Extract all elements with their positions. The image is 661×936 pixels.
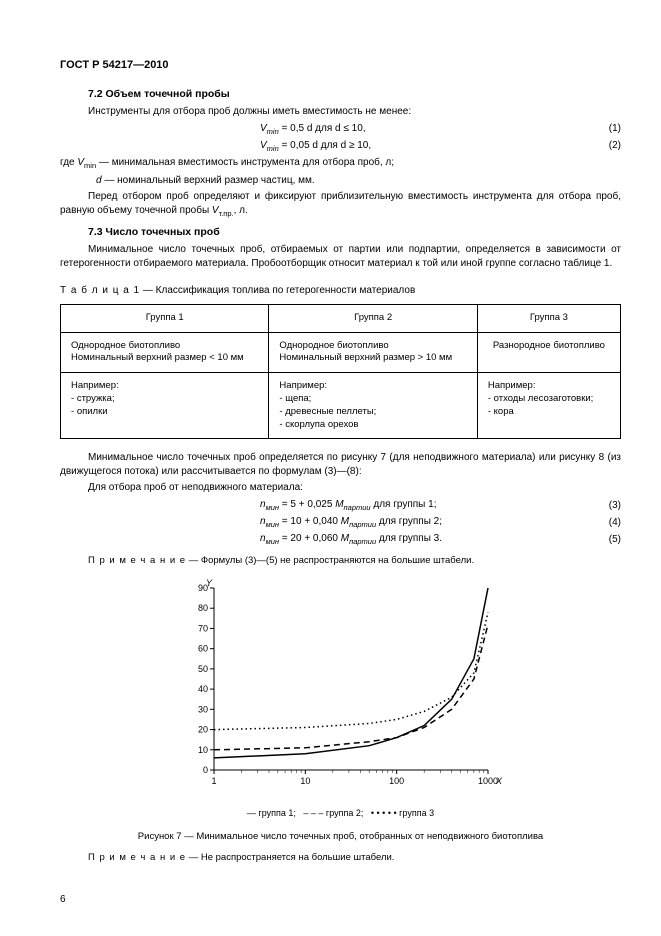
svg-text:0: 0	[202, 765, 207, 775]
svg-text:1: 1	[211, 776, 216, 786]
eq3-num: (3)	[581, 499, 621, 513]
table1-caption: Т а б л и ц а 1 — Классификация топлива …	[60, 284, 621, 298]
eq2-lhs: V	[260, 140, 267, 151]
table-cell: Разнородное биотопливо	[477, 332, 620, 373]
table-header: Группа 2	[269, 304, 477, 332]
chart-legend: — группа 1; – – – группа 2; • • • • • гр…	[176, 807, 506, 819]
eq2-rhs: = 0,05 d для d ≥ 10,	[279, 140, 371, 151]
svg-text:10: 10	[197, 745, 207, 755]
eq5-num: (5)	[581, 533, 621, 547]
eq1-num: (1)	[581, 122, 621, 136]
section-7-2-title: 7.2 Объем точечной пробы	[88, 87, 621, 101]
where1-txt: — минимальная вместимость инструмента дл…	[96, 157, 394, 168]
page: ГОСТ Р 54217—2010 7.2 Объем точечной про…	[0, 0, 661, 936]
where2-txt: — номинальный верхний размер частиц, мм.	[102, 175, 315, 186]
equation-2: Vmin = 0,05 d для d ≥ 10, (2)	[60, 139, 621, 154]
table-cell: Например: - стружка; - опилки	[61, 373, 269, 439]
eq1-rhs: = 0,5 d для d ≤ 10,	[279, 123, 366, 134]
eq2-sub: min	[267, 144, 279, 153]
where-intro: где	[60, 157, 77, 168]
svg-text:1000: 1000	[477, 776, 497, 786]
table-row: Например: - стружка; - опилки Например: …	[61, 373, 621, 439]
sec72-p2: Перед отбором проб определяют и фиксирую…	[60, 190, 621, 219]
eq1-sub: min	[267, 127, 279, 136]
equation-1: Vmin = 0,5 d для d ≤ 10, (1)	[60, 122, 621, 137]
section-7-3-title: 7.3 Число точечных проб	[88, 225, 621, 239]
table-header: Группа 1	[61, 304, 269, 332]
svg-text:Y: Y	[205, 578, 212, 588]
figure-7-chart: 01020304050607080901101001000XY — группа…	[176, 578, 506, 819]
table-cell: Например: - отходы лесозаготовки; - кора	[477, 373, 620, 439]
svg-text:30: 30	[197, 704, 207, 714]
svg-text:40: 40	[197, 684, 207, 694]
note-1: П р и м е ч а н и е — Формулы (3)—(5) не…	[88, 555, 621, 568]
where1-sub: min	[84, 161, 96, 170]
svg-text:50: 50	[197, 664, 207, 674]
page-number: 6	[60, 893, 66, 907]
svg-text:60: 60	[197, 644, 207, 654]
svg-text:10: 10	[300, 776, 310, 786]
table-cell: Однородное биотопливоНоминальный верхний…	[61, 332, 269, 373]
svg-text:X: X	[495, 776, 503, 786]
eq4-num: (4)	[581, 516, 621, 530]
table-header-row: Группа 1 Группа 2 Группа 3	[61, 304, 621, 332]
table-row: Однородное биотопливоНоминальный верхний…	[61, 332, 621, 373]
figure-7-caption: Рисунок 7 — Минимальное число точечных п…	[60, 831, 621, 844]
sec73-p1: Минимальное число точечных проб, отбирае…	[60, 243, 621, 270]
after-table-p1: Минимальное число точечных проб определя…	[60, 451, 621, 478]
equation-5: nмин = 20 + 0,060 Mпартии для группы 3. …	[60, 532, 621, 547]
svg-text:20: 20	[197, 725, 207, 735]
table-1: Группа 1 Группа 2 Группа 3 Однородное би…	[60, 304, 621, 440]
where-block: где Vmin — минимальная вместимость инстр…	[60, 156, 621, 188]
doc-title: ГОСТ Р 54217—2010	[60, 58, 621, 73]
equation-3: nмин = 5 + 0,025 Mпартии для группы 1; (…	[60, 498, 621, 513]
eq2-num: (2)	[581, 139, 621, 153]
svg-text:80: 80	[197, 603, 207, 613]
after-table-p2: Для отбора проб от неподвижного материал…	[60, 481, 621, 495]
sec72-intro: Инструменты для отбора проб должны иметь…	[60, 105, 621, 119]
svg-text:100: 100	[389, 776, 404, 786]
svg-text:70: 70	[197, 624, 207, 634]
table-cell: Однородное биотопливоНоминальный верхний…	[269, 332, 477, 373]
equation-4: nмин = 10 + 0,040 Mпартии для группы 2; …	[60, 515, 621, 530]
note-2: П р и м е ч а н и е — Не распространяетс…	[88, 852, 621, 865]
table-header: Группа 3	[477, 304, 620, 332]
table-cell: Например: - щепа; - древесные пеллеты; -…	[269, 373, 477, 439]
eq1-lhs: V	[260, 123, 267, 134]
